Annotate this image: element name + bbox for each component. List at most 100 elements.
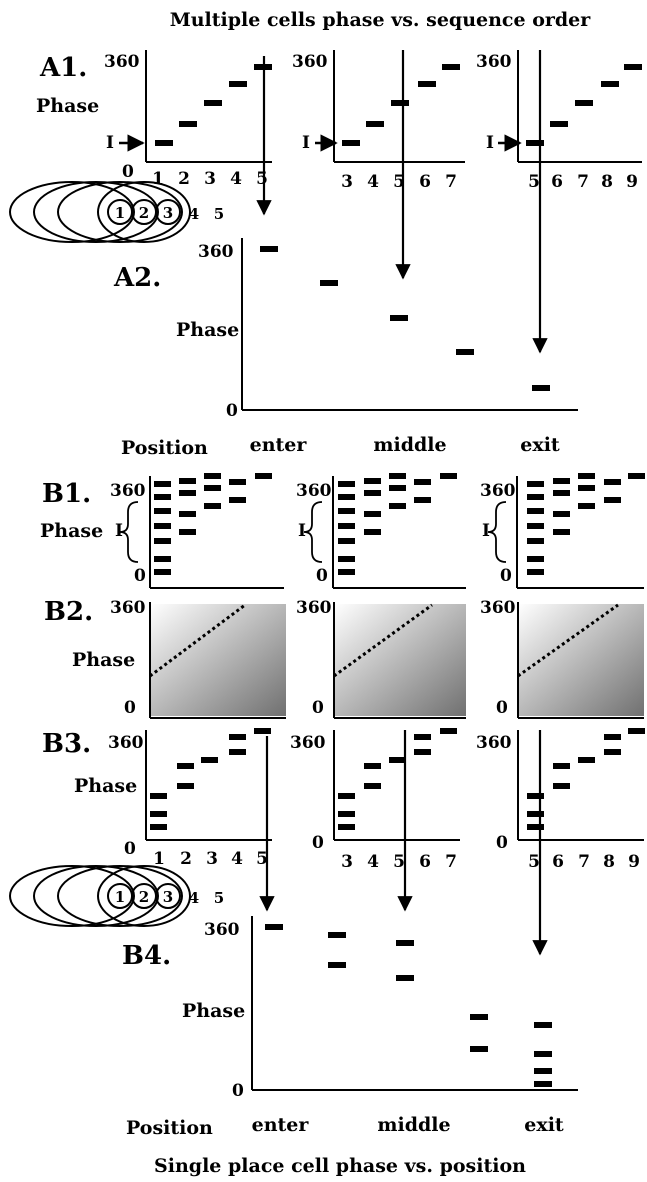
place-fields-bottom: 1 2 3 4 5 (9, 865, 224, 927)
panel-a2: A2. 360 Phase 0 Position enter middle ex… (113, 238, 578, 459)
place-field-ellipse (33, 865, 159, 927)
phase-label-b4: Phase (182, 1000, 245, 1022)
field-number: 4 (189, 205, 199, 223)
field-number: 2 (139, 888, 149, 906)
b1-marks-1 (154, 473, 272, 575)
x-tick: 3 (204, 169, 216, 189)
phase-mark (391, 100, 409, 106)
top-title: Multiple cells phase vs. sequence order (170, 9, 592, 31)
interval-label: I (115, 521, 123, 541)
phase-mark (456, 349, 474, 355)
b3-marks-2 (338, 728, 457, 830)
panel-label-b4: B4. (122, 941, 171, 971)
phase-mark (179, 121, 197, 127)
x-tick: 7 (578, 852, 590, 872)
tick-0: 0 (134, 566, 146, 586)
phase-mark (526, 140, 544, 146)
tick-360: 360 (296, 481, 332, 501)
b2-subplot-2: 360 0 (296, 598, 466, 719)
x-tick: 5 (256, 849, 268, 869)
tick-0: 0 (124, 698, 136, 718)
a1-subplot-3: 360 I 5 6 7 8 9 (476, 50, 642, 192)
tick-0: 0 (500, 566, 512, 586)
tick-360: 360 (104, 52, 140, 72)
position-exit: exit (524, 1114, 564, 1136)
field-number: 2 (139, 204, 149, 222)
x-tick: 7 (577, 172, 589, 192)
x-tick: 1 (152, 169, 164, 189)
b1-marks-3 (527, 473, 645, 575)
x-tick: 9 (628, 852, 640, 872)
phase-mark (418, 81, 436, 87)
x-tick: 1 (153, 849, 165, 869)
phase-mark (155, 140, 173, 146)
field-number: 1 (115, 204, 125, 222)
panel-b2: B2. Phase 360 0 360 0 360 0 (44, 597, 644, 719)
place-field-ellipse (33, 181, 159, 243)
b1-subplot-1: 360 0 I (110, 473, 284, 589)
x-tick: 4 (230, 169, 242, 189)
x-tick: 6 (551, 172, 563, 192)
x-tick: 6 (419, 852, 431, 872)
field-number: 3 (163, 204, 173, 222)
interval-brace (303, 501, 323, 563)
b2-subplot-1 (149, 602, 286, 719)
tick-0: 0 (316, 566, 328, 586)
x-tick: 3 (341, 852, 353, 872)
interval-label: I (482, 521, 490, 541)
place-field-ellipse (57, 865, 183, 927)
field-circle (155, 883, 181, 909)
phase-precession-line (149, 603, 246, 678)
tick-0: 0 (124, 839, 136, 859)
phase-label-b2: Phase (72, 649, 135, 671)
field-number: 1 (115, 888, 125, 906)
b3-subplot-1: 360 0 1 2 3 4 5 (108, 728, 272, 869)
a1-subplot-2: 360 I 3 4 5 6 7 (292, 50, 465, 192)
phase-mark (532, 385, 550, 391)
position-middle: middle (373, 434, 446, 456)
b3-subplot-3: 360 0 5 6 7 8 9 (476, 728, 645, 872)
phase-label-a2: Phase (176, 319, 239, 341)
panel-label-b3: B3. (42, 729, 91, 759)
tick-360: 360 (198, 242, 234, 262)
x-tick: 4 (367, 852, 379, 872)
phase-mark (260, 246, 278, 252)
place-field-ellipse (9, 865, 135, 927)
tick-360: 360 (204, 920, 240, 940)
x-tick: 9 (626, 172, 638, 192)
b2-subplot-3: 360 0 (480, 598, 644, 719)
panel-label-a2: A2. (113, 263, 161, 293)
x-tick: 4 (231, 849, 243, 869)
x-tick: 2 (178, 169, 190, 189)
tick-360: 360 (296, 598, 332, 618)
tick-360: 360 (110, 481, 146, 501)
b3-marks-3 (527, 728, 645, 830)
field-number: 5 (214, 205, 224, 223)
place-fields-top: 1 2 3 4 5 (9, 181, 224, 243)
position-label-a2: Position (121, 437, 208, 459)
phase-label-b3: Phase (74, 775, 137, 797)
tick-360: 360 (292, 52, 328, 72)
phase-mark (550, 121, 568, 127)
x-tick: 5 (528, 172, 540, 192)
phase-mark (342, 140, 360, 146)
b3-marks-1 (150, 728, 271, 830)
interval-label: I (302, 133, 310, 153)
panel-label-b2: B2. (44, 597, 93, 627)
bottom-title: Single place cell phase vs. position (154, 1155, 526, 1177)
tick-360: 360 (110, 598, 146, 618)
x-tick: 5 (528, 852, 540, 872)
place-field-ellipse (9, 181, 135, 243)
phase-mark (390, 315, 408, 321)
field-number: 4 (189, 889, 199, 907)
field-number: 3 (163, 888, 173, 906)
x-tick: 5 (393, 172, 405, 192)
interval-label: I (486, 133, 494, 153)
panel-label-a1: A1. (39, 53, 87, 83)
tick-0: 0 (226, 401, 238, 421)
b1-subplot-3: 360 0 I (480, 473, 645, 589)
phase-mark (624, 64, 642, 70)
x-tick: 3 (206, 849, 218, 869)
phase-precession-line (517, 603, 619, 678)
